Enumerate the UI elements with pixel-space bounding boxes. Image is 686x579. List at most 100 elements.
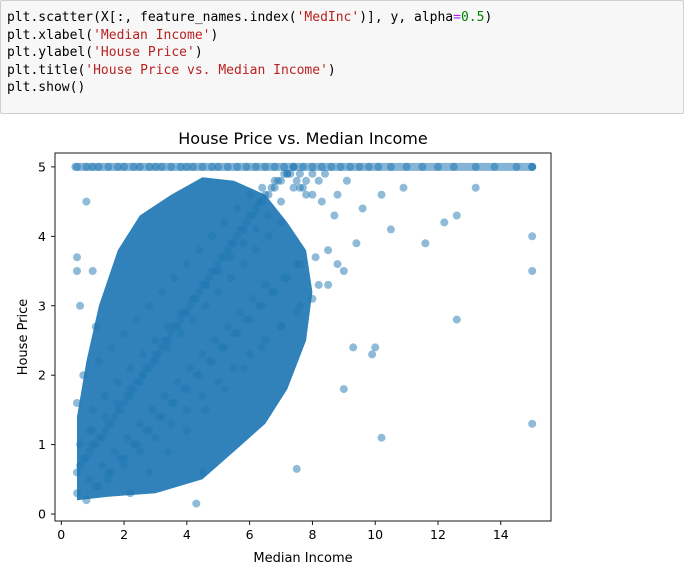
scatter-point [220, 218, 229, 227]
scatter-point [258, 197, 267, 206]
y-tick-label: 4 [38, 229, 46, 244]
scatter-point [236, 308, 245, 317]
scatter-point [208, 232, 216, 241]
scatter-point [245, 190, 254, 199]
scatter-point [371, 343, 380, 352]
scatter-point [314, 280, 323, 289]
scatter-point [277, 218, 285, 227]
scatter-point [308, 169, 317, 178]
scatter-point [198, 468, 207, 477]
scatter-point [377, 433, 386, 442]
dense-point-cloud [77, 177, 313, 501]
scatter-point [85, 447, 94, 456]
scatter-point [214, 267, 223, 275]
scatter-point [116, 405, 125, 414]
scatter-points [71, 162, 537, 508]
scatter-point [198, 392, 207, 400]
scatter-point [333, 260, 342, 269]
scatter-point [220, 385, 229, 394]
scatter-point [110, 447, 119, 456]
scatter-point [189, 294, 198, 303]
scatter-point [85, 475, 94, 484]
scatter-point [295, 260, 304, 269]
scatter-point [192, 499, 201, 508]
scatter-point [94, 482, 103, 491]
scatter-point [98, 461, 107, 470]
code-cell[interactable]: plt.scatter(X[:, feature_names.index('Me… [0, 0, 684, 114]
scatter-point [164, 336, 172, 345]
scatter-point [377, 190, 386, 199]
scatter-point [452, 315, 461, 324]
scatter-point [164, 447, 172, 456]
y-axis: 0 1 2 3 4 5 [38, 159, 55, 522]
scatter-point [239, 260, 248, 269]
scatter-point [107, 419, 116, 428]
code-token: plt.scatter(X[:, feature_names.index( [7, 10, 297, 25]
scatter-point [176, 329, 185, 338]
scatter-point [145, 301, 154, 310]
scatter-point [220, 343, 229, 352]
scatter-point [167, 329, 176, 338]
scatter-point [88, 267, 97, 275]
scatter-point [176, 315, 185, 324]
scatter-point [195, 371, 204, 380]
code-line: plt.title('House Price vs. Median Income… [7, 62, 492, 80]
scatter-point [245, 350, 254, 359]
code-line: plt.xlabel('Median Income') [7, 27, 492, 45]
code-token: 0.5 [460, 10, 485, 25]
code-editor[interactable]: plt.scatter(X[:, feature_names.index('Me… [7, 9, 492, 97]
scatter-point [292, 464, 301, 473]
scatter-point [113, 399, 122, 407]
code-token: = [453, 10, 461, 25]
scatter-point [229, 364, 238, 373]
scatter-point [311, 253, 320, 262]
scatter-point [233, 204, 242, 213]
scatter-point [107, 468, 116, 477]
scatter-point [98, 433, 107, 442]
scatter-point [333, 190, 342, 199]
scatter-point [308, 190, 317, 199]
scatter-point [239, 239, 248, 248]
scatter-point [277, 176, 285, 185]
scatter-point [277, 197, 285, 206]
code-token: ) [327, 62, 336, 78]
scatter-point [471, 183, 480, 192]
scatter-point [170, 274, 179, 282]
scatter-point [120, 461, 129, 470]
scatter-point [223, 322, 232, 331]
scatter-point [289, 183, 298, 192]
code-token: plt.ylabel( [7, 45, 94, 60]
scatter-point [176, 308, 185, 317]
scatter-point [440, 218, 449, 227]
scatter-point [239, 364, 248, 373]
scatter-point [170, 399, 179, 407]
scatter-point [214, 260, 223, 269]
scatter-point [264, 232, 273, 241]
code-token: 'House Price vs. Median Income' [85, 62, 328, 78]
y-tick-label: 2 [38, 368, 46, 383]
scatter-point [182, 426, 191, 435]
x-axis-label: Median Income [253, 551, 352, 566]
x-axis: 0 2 4 6 8 10 12 14 [57, 521, 509, 542]
scatter-point [204, 274, 213, 282]
scatter-chart: House Price vs. Median Income 0 2 4 6 8 10 12 1… [16, 129, 552, 566]
scatter-point [292, 176, 301, 185]
scatter-point [73, 489, 81, 498]
scatter-point [148, 405, 157, 414]
scatter-point [91, 440, 100, 449]
scatter-point [295, 183, 304, 192]
scatter-point [242, 218, 251, 227]
scatter-point [321, 169, 329, 178]
scatter-point [173, 322, 182, 331]
scatter-point [233, 329, 242, 338]
scatter-point [208, 357, 216, 366]
scatter-point [295, 301, 304, 310]
scatter-point [198, 350, 207, 359]
scatter-point [270, 183, 279, 192]
scatter-point [229, 239, 238, 248]
scatter-point [201, 280, 210, 289]
scatter-point [386, 225, 395, 234]
scatter-point [220, 253, 229, 262]
scatter-point [211, 336, 220, 345]
scatter-point [258, 183, 267, 192]
